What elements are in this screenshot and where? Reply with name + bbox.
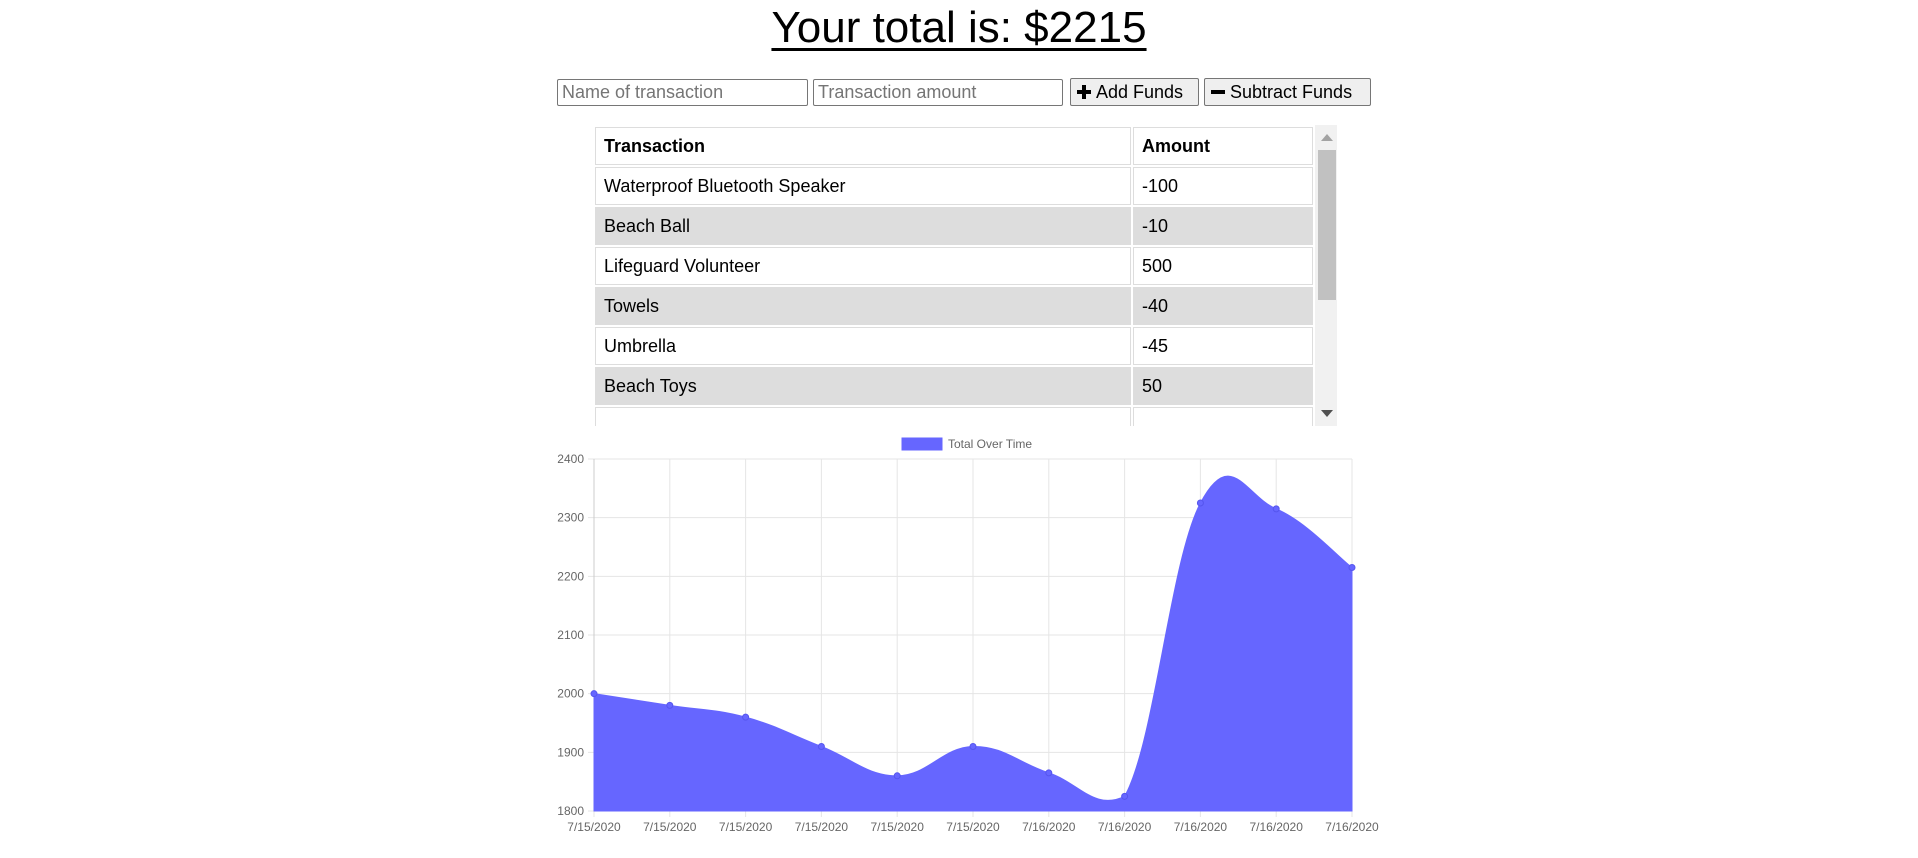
table-row: Towels -40 bbox=[595, 287, 1313, 325]
transaction-amount-cell: -10 bbox=[1133, 207, 1313, 245]
table-row: Umbrella -45 bbox=[595, 327, 1313, 365]
data-point bbox=[1196, 499, 1204, 507]
transaction-name-cell: Beach Ball bbox=[595, 207, 1131, 245]
table-row: Waterproof Bluetooth Speaker -100 bbox=[595, 167, 1313, 205]
x-tick-label: 7/16/2020 bbox=[1174, 820, 1228, 834]
data-point bbox=[590, 690, 598, 698]
x-tick-label: 7/15/2020 bbox=[946, 820, 1000, 834]
subtract-funds-label: Subtract Funds bbox=[1230, 81, 1353, 102]
table-row bbox=[595, 407, 1313, 426]
data-point bbox=[1348, 564, 1356, 572]
data-point bbox=[893, 772, 901, 780]
total-heading: Your total is: $2215 bbox=[771, 3, 1147, 52]
x-tick-label: 7/16/2020 bbox=[1098, 820, 1152, 834]
transaction-name-input[interactable] bbox=[557, 78, 808, 106]
total-over-time-area bbox=[593, 475, 1353, 812]
transaction-form: Add Funds Subtract Funds bbox=[557, 78, 1371, 106]
x-tick-label: 7/16/2020 bbox=[1022, 820, 1076, 834]
transaction-name-cell: Umbrella bbox=[595, 327, 1131, 365]
x-tick-label: 7/15/2020 bbox=[719, 820, 773, 834]
y-tick-label: 2100 bbox=[557, 628, 584, 642]
add-funds-label: Add Funds bbox=[1096, 81, 1184, 102]
data-point bbox=[1272, 505, 1280, 513]
x-tick-label: 7/15/2020 bbox=[643, 820, 697, 834]
subtract-funds-button[interactable]: Subtract Funds bbox=[1204, 78, 1371, 106]
transaction-name-cell: Towels bbox=[595, 287, 1131, 325]
scroll-down-arrow-icon[interactable] bbox=[1321, 410, 1333, 417]
x-tick-label: 7/15/2020 bbox=[567, 820, 621, 834]
data-point bbox=[1121, 792, 1129, 800]
add-funds-button[interactable]: Add Funds bbox=[1070, 78, 1199, 106]
data-point bbox=[969, 742, 977, 750]
transaction-name-cell: Lifeguard Volunteer bbox=[595, 247, 1131, 285]
transaction-amount-cell: -100 bbox=[1133, 167, 1313, 205]
y-tick-label: 2300 bbox=[557, 511, 584, 525]
x-tick-label: 7/16/2020 bbox=[1325, 820, 1379, 834]
data-point bbox=[666, 701, 674, 709]
x-tick-label: 7/16/2020 bbox=[1250, 820, 1304, 834]
table-row: Beach Toys 50 bbox=[595, 367, 1313, 405]
x-tick-label: 7/15/2020 bbox=[871, 820, 925, 834]
transaction-name-cell bbox=[595, 407, 1131, 426]
transaction-name-cell: Beach Toys bbox=[595, 367, 1131, 405]
table-row: Beach Ball -10 bbox=[595, 207, 1313, 245]
data-point bbox=[742, 713, 750, 721]
table-scrollbar[interactable] bbox=[1315, 125, 1337, 426]
y-tick-label: 2400 bbox=[557, 452, 584, 466]
y-tick-label: 1900 bbox=[557, 745, 584, 759]
scroll-up-arrow-icon[interactable] bbox=[1321, 134, 1333, 141]
transaction-amount-cell: 50 bbox=[1133, 367, 1313, 405]
legend-label: Total Over Time bbox=[948, 437, 1032, 451]
data-point bbox=[817, 742, 825, 750]
transaction-amount-input[interactable] bbox=[813, 78, 1063, 106]
column-header-amount: Amount bbox=[1133, 127, 1313, 165]
transaction-amount-cell: -45 bbox=[1133, 327, 1313, 365]
transaction-amount-cell bbox=[1133, 407, 1313, 426]
scrollbar-thumb[interactable] bbox=[1318, 150, 1336, 300]
y-tick-label: 2000 bbox=[557, 687, 584, 701]
transactions-table: Transaction Amount Waterproof Bluetooth … bbox=[593, 125, 1315, 426]
legend-swatch bbox=[901, 437, 943, 451]
data-point bbox=[1045, 769, 1053, 777]
transactions-table-container[interactable]: Transaction Amount Waterproof Bluetooth … bbox=[593, 125, 1337, 426]
minus-icon bbox=[1211, 90, 1225, 94]
transaction-amount-cell: 500 bbox=[1133, 247, 1313, 285]
column-header-transaction: Transaction bbox=[595, 127, 1131, 165]
transaction-amount-cell: -40 bbox=[1133, 287, 1313, 325]
plus-icon bbox=[1077, 85, 1091, 99]
table-header-row: Transaction Amount bbox=[595, 127, 1313, 165]
table-row: Lifeguard Volunteer 500 bbox=[595, 247, 1313, 285]
y-tick-label: 1800 bbox=[557, 804, 584, 818]
x-tick-label: 7/15/2020 bbox=[795, 820, 849, 834]
transaction-name-cell: Waterproof Bluetooth Speaker bbox=[595, 167, 1131, 205]
y-tick-label: 2200 bbox=[557, 569, 584, 583]
